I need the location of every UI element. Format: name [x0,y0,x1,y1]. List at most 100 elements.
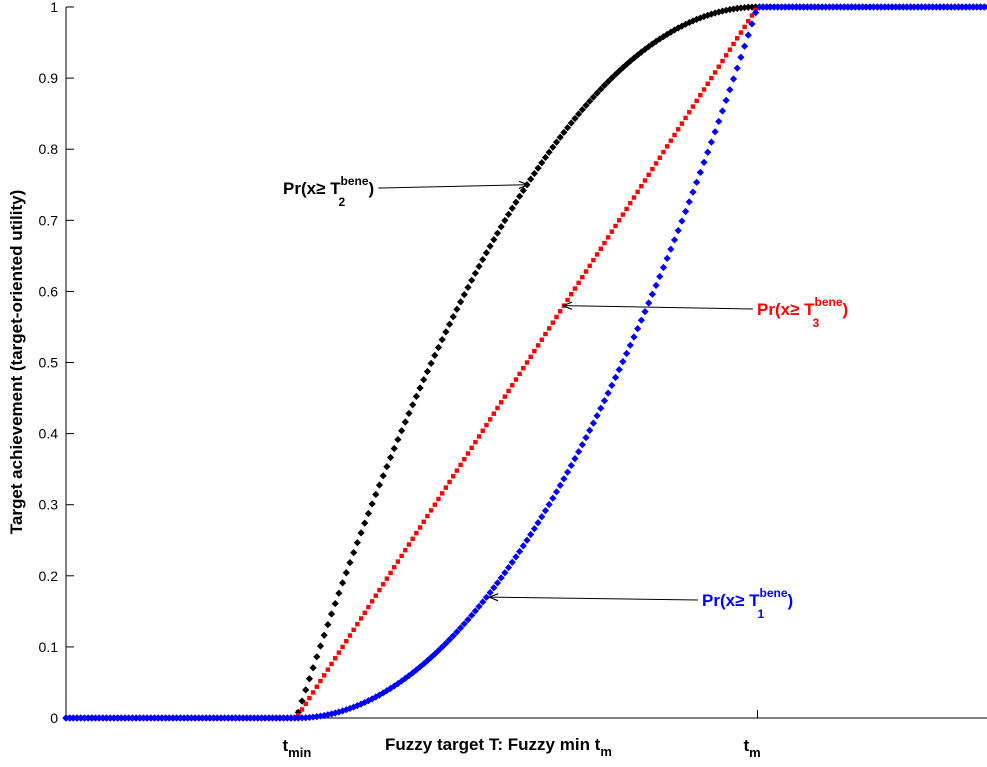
data-point [740,42,749,50]
annotation-T2: Pr(x≥ Tbene)2 [283,174,527,209]
data-point [727,47,733,52]
data-point [154,714,162,722]
data-point [316,642,325,650]
data-point [469,445,474,451]
data-point [921,3,929,11]
data-point [143,714,151,722]
data-point [811,3,819,11]
data-point [438,336,446,344]
data-point [586,97,594,105]
data-point [663,254,671,262]
data-point [395,559,401,564]
data-point [744,31,752,39]
data-point [386,453,395,462]
annotation-label: Pr(x≥ Tbene) [757,295,848,319]
data-point [645,42,653,51]
data-point [202,714,210,722]
data-point [521,365,526,371]
data-point [552,488,561,496]
data-point [752,9,760,17]
data-point [276,714,284,722]
data-point [881,3,889,11]
data-point [417,525,423,530]
data-point [947,3,955,11]
data-point [471,269,479,277]
data-point [705,81,710,86]
data-point [873,3,881,11]
data-point [659,263,668,272]
data-point [712,70,718,75]
data-point [524,360,530,365]
data-point [605,235,611,240]
data-point [552,138,561,146]
y-tick-label: 0.7 [39,212,59,228]
data-point [556,481,564,489]
data-point [513,377,519,382]
data-point [622,349,631,358]
data-point [502,394,508,399]
data-point [377,587,382,593]
data-point [696,168,704,176]
data-point [690,104,696,109]
data-point [302,686,310,694]
data-point [261,714,269,722]
data-point [394,435,402,444]
annotation-arrow [378,185,527,188]
data-point [530,169,538,178]
data-point [774,3,782,11]
data-point [410,536,415,542]
data-point [314,684,319,689]
data-point [962,3,970,11]
data-point [325,667,331,672]
data-point [943,3,952,11]
data-point [516,547,524,556]
data-point [844,3,852,11]
data-point [383,687,391,695]
data-point [302,714,310,722]
data-point [351,627,356,633]
data-point [436,496,441,502]
data-point [169,714,177,722]
data-point [639,183,644,189]
data-point [250,714,258,722]
data-point [460,620,468,628]
data-point [504,563,513,572]
data-point [929,3,937,11]
data-point [91,714,100,722]
annotation-subscript: 1 [758,607,765,621]
data-point [228,714,236,722]
data-point [173,714,181,722]
annotation-T3: Pr(x≥ Tbene)3 [564,295,848,330]
annotation-subscript: 2 [339,195,346,209]
data-point [224,714,232,722]
data-point [729,75,738,83]
data-point [593,412,601,420]
y-tick-label: 0.9 [39,70,59,86]
data-point [668,138,674,143]
data-point [398,427,406,435]
data-point [403,548,408,553]
data-point [340,644,345,650]
data-point [191,714,199,722]
data-point [611,373,620,382]
data-point [291,714,299,722]
data-point [679,121,685,126]
data-point [899,3,907,11]
data-point [884,3,893,11]
data-point [390,444,398,453]
data-point [589,93,597,101]
x-tick-label: tm [744,736,761,760]
data-point [309,664,317,672]
data-point [597,404,605,412]
data-point [497,574,505,582]
data-point [283,714,291,722]
data-point [687,110,692,115]
y-tick-label: 0.2 [39,568,59,584]
data-point [693,15,701,23]
data-point [670,26,679,34]
annotation-arrow [490,597,699,600]
data-point [217,714,225,722]
data-point [685,18,693,27]
data-point [357,529,365,537]
data-point [62,714,70,722]
